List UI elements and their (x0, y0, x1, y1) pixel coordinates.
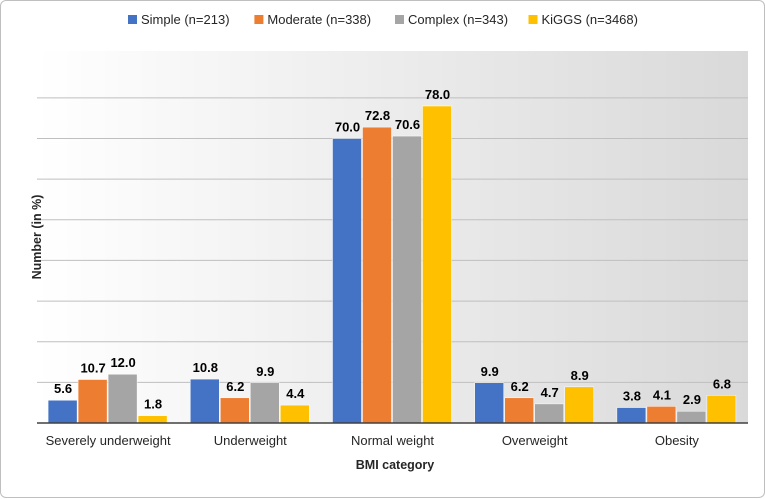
bar-severely-underweight-kiggs (137, 415, 168, 424)
bar-overweight-simple (474, 382, 504, 424)
data-label: 5.6 (54, 381, 72, 396)
bar-severely-underweight-simple (47, 399, 78, 424)
data-label: 8.9 (571, 368, 589, 383)
bar-severely-underweight-complex (107, 373, 138, 424)
data-label: 9.9 (481, 364, 499, 379)
data-label: 10.8 (193, 360, 218, 375)
bar-normal-weight-complex (392, 135, 422, 424)
data-label: 1.8 (144, 397, 162, 412)
legend-entry: Complex (n=343) (408, 12, 508, 27)
x-axis-title: BMI category (356, 458, 435, 472)
legend-swatch (395, 15, 404, 24)
legend-entry: Moderate (n=338) (267, 12, 371, 27)
bar-normal-weight-kiggs (422, 105, 452, 424)
bar-obesity-complex (676, 410, 707, 424)
bar-underweight-complex (250, 382, 280, 424)
legend-entry: KiGGS (n=3468) (542, 12, 638, 27)
legend-swatch (254, 15, 264, 24)
bar-underweight-kiggs (280, 404, 310, 424)
legend-swatch (128, 15, 137, 24)
data-label: 10.7 (80, 361, 105, 376)
legend-entry: Simple (n=213) (141, 12, 230, 27)
bar-obesity-kiggs (706, 395, 737, 424)
data-label: 6.8 (713, 376, 731, 391)
data-label: 78.0 (425, 87, 450, 102)
bar-severely-underweight-moderate (77, 379, 108, 424)
data-label: 6.2 (511, 379, 529, 394)
x-tick-label: Severely underweight (46, 433, 171, 448)
bar-overweight-kiggs (564, 386, 594, 424)
data-label: 4.7 (541, 385, 559, 400)
data-label: 6.2 (226, 379, 244, 394)
bar-underweight-simple (190, 378, 220, 424)
x-tick-label: Obesity (655, 433, 700, 448)
data-label: 4.1 (653, 387, 671, 402)
data-label: 4.4 (286, 386, 305, 401)
bar-normal-weight-simple (332, 138, 362, 424)
data-label: 2.9 (683, 392, 701, 407)
data-label: 70.6 (395, 117, 420, 132)
data-label: 70.0 (335, 120, 360, 135)
data-label: 3.8 (623, 389, 641, 404)
bar-underweight-moderate (220, 397, 250, 424)
data-label: 9.9 (256, 364, 274, 379)
y-axis-title: Number (in %) (30, 195, 44, 280)
x-tick-label: Overweight (502, 433, 568, 448)
bar-overweight-complex (534, 403, 564, 424)
x-tick-label: Normal weight (351, 433, 434, 448)
bar-obesity-simple (616, 407, 647, 424)
x-tick-label: Underweight (214, 433, 287, 448)
data-label: 72.8 (365, 108, 390, 123)
legend-swatch (528, 15, 538, 24)
bar-overweight-moderate (504, 397, 534, 424)
data-label: 12.0 (110, 355, 135, 370)
bar-normal-weight-moderate (362, 126, 392, 424)
bar-obesity-moderate (646, 406, 677, 424)
